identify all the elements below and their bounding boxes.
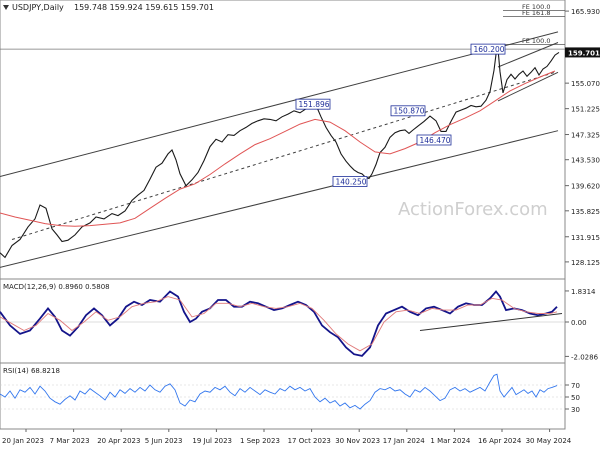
rising-wedge-lower — [497, 71, 559, 102]
x-tick-label: 30 May 2024 — [526, 437, 572, 445]
chart-ohlc: 159.748 159.924 159.615 159.701 — [74, 3, 214, 12]
rsi-y-tick-label: 50 — [571, 394, 580, 402]
y-tick-label: 139.620 — [571, 183, 600, 191]
current-price-tag — [565, 47, 600, 58]
rsi-y-tick-label: 70 — [571, 382, 580, 390]
watermark: ActionForex.com — [398, 199, 548, 220]
y-tick-label: 151.225 — [571, 106, 600, 114]
y-tick-label: 165.930 — [571, 8, 600, 16]
x-tick-label: 30 Nov 2023 — [335, 437, 380, 445]
price-annotation-label: 160.200 — [474, 45, 505, 54]
fe-level-label: FE 100.0 — [522, 3, 551, 11]
x-tick-label: 19 Jul 2023 — [192, 437, 232, 445]
y-tick-label: 147.325 — [571, 132, 600, 140]
price-annotation-box — [332, 176, 368, 187]
fe-levels: FE 100.0FE 161.8FE 100.0 — [503, 3, 565, 45]
rsi-series: 70 50 30 — [0, 373, 580, 414]
current-price-label: 159.701 — [568, 49, 600, 57]
macd-y-tick-label: 0.00 — [571, 319, 587, 327]
x-tick-label: 7 Mar 2023 — [50, 437, 90, 445]
price-annotations: 151.896 150.870 146.470 140.250 160.200 — [295, 43, 506, 187]
price-annotation-label: 150.870 — [394, 107, 425, 116]
x-tick-label: 16 Apr 2024 — [478, 437, 522, 445]
x-tick-label: 20 Apr 2023 — [97, 437, 140, 445]
signal-line — [0, 296, 558, 352]
rsi-panel-frame — [0, 362, 566, 430]
y-tick-label: 131.915 — [571, 234, 600, 242]
rsi-line — [0, 373, 558, 410]
x-tick-label: 20 Jan 2023 — [2, 437, 44, 445]
y-tick-label: 143.530 — [571, 157, 600, 165]
x-tick-label: 17 Oct 2023 — [288, 437, 331, 445]
x-axis: 20 Jan 2023 7 Mar 2023 20 Apr 2023 5 Jun 20… — [2, 429, 572, 445]
x-tick-label: 17 Jan 2024 — [383, 437, 426, 445]
price-annotation-box — [295, 98, 331, 110]
price-annotation-label: 140.250 — [336, 177, 367, 186]
price-annotation-label: 146.470 — [420, 136, 451, 145]
rising-trendline — [11, 71, 556, 240]
y-tick-label: 155.070 — [571, 80, 600, 88]
x-tick-label: 5 Jun 2023 — [145, 437, 183, 445]
y-tick-label: 135.825 — [571, 208, 600, 216]
x-tick-label: 1 Sep 2023 — [240, 437, 280, 445]
x-tick-label: 1 Mar 2024 — [430, 437, 470, 445]
chart-symbol: USDJPY,Daily — [12, 3, 64, 12]
rsi-y-tick-label: 30 — [571, 406, 580, 414]
fe-level-label: FE 161.8 — [522, 9, 551, 17]
macd-trendline — [419, 313, 563, 331]
price-line — [0, 48, 560, 259]
rsi-title: RSI(14) 68.8218 — [3, 367, 60, 375]
y-tick-label: 128.125 — [571, 259, 600, 267]
macd-series: 1.8314 0.00 -2.0286 — [0, 288, 599, 361]
macd-title: MACD(12,26,9) 0.8960 0.5808 — [3, 283, 110, 291]
rising-wedge-upper — [497, 42, 559, 68]
price-annotation-box — [416, 134, 452, 146]
moving-average-line — [0, 70, 556, 227]
macd-y-tick-label: -2.0286 — [571, 353, 599, 361]
price-annotation-box — [390, 105, 426, 117]
price-annotation-box — [470, 43, 506, 55]
fe-level-label: FE 100.0 — [522, 37, 551, 45]
collapse-arrow-icon[interactable] — [3, 5, 9, 10]
macd-y-tick-label: 1.8314 — [571, 288, 596, 296]
lower-channel — [0, 130, 559, 268]
upper-channel — [0, 31, 559, 177]
price-annotation-label: 151.896 — [299, 100, 330, 109]
